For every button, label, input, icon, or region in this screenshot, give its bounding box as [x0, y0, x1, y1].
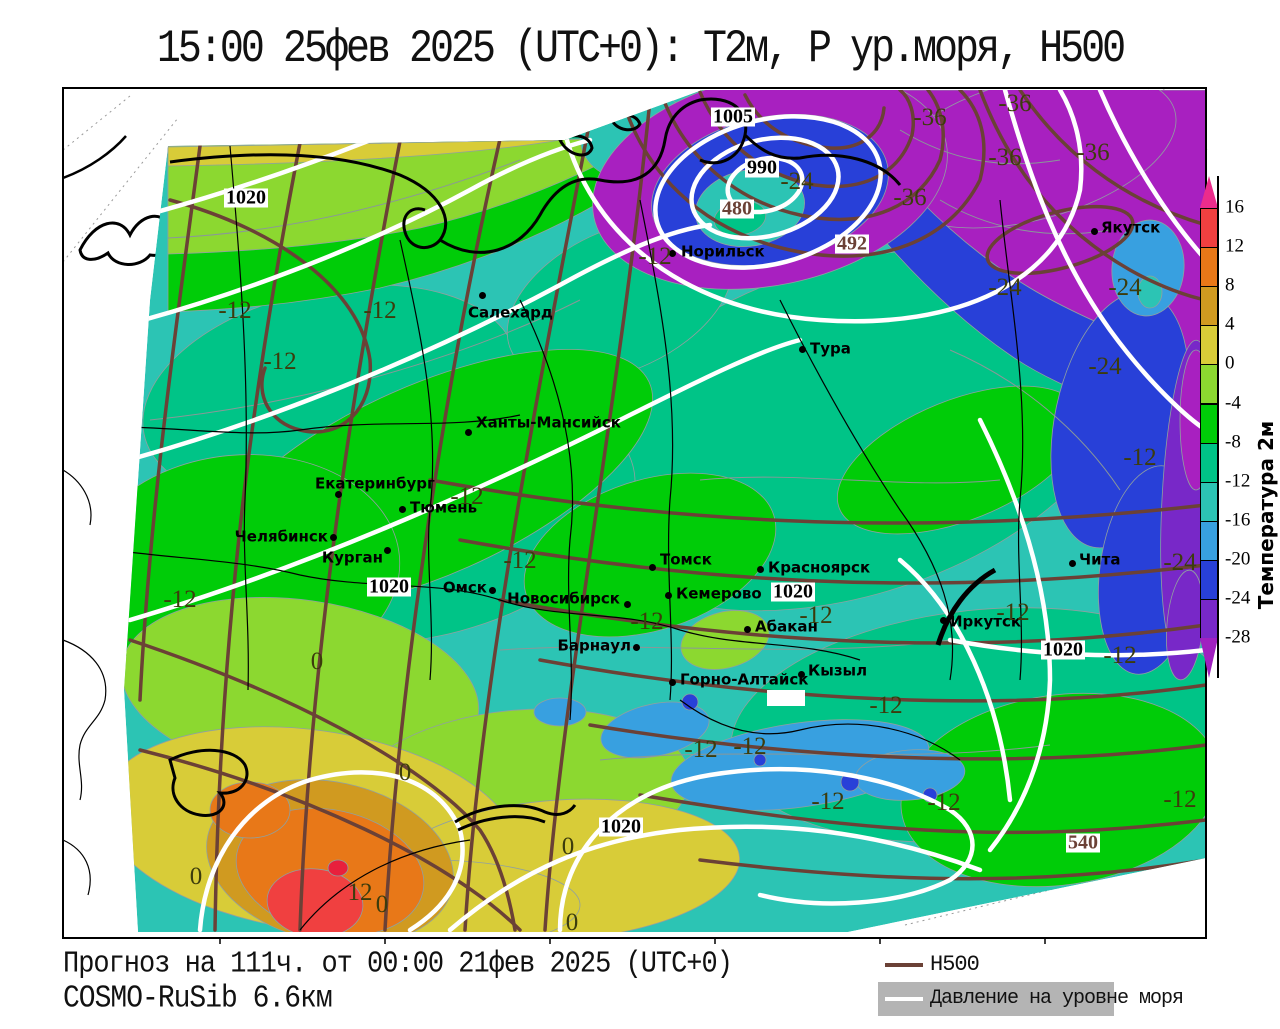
colorbar-segment	[1200, 520, 1218, 561]
colorbar-segment	[1200, 442, 1218, 483]
pressure-line-sample	[885, 997, 923, 1001]
colorbar-tick-label: -28	[1225, 626, 1251, 648]
colorbar-bottom-arrow	[1200, 638, 1218, 679]
colorbar-tick-label: 16	[1225, 196, 1244, 218]
colorbar-segment	[1200, 403, 1218, 444]
legend-pressure: Давление на уровне моря	[878, 982, 1184, 1016]
colorbar-tick-label: 4	[1225, 313, 1235, 335]
colorbar-segment	[1200, 325, 1218, 366]
temperature-colorbar: 16 12 8 4 0 -4 -8 -12 -16 -20 -24 -28	[1200, 176, 1280, 686]
colorbar-tick-label: -8	[1225, 431, 1241, 453]
map-title: 15:00 25фев 2025 (UTC+0): Т2м, Р ур.моря…	[156, 24, 1126, 76]
temperature-fill-layer	[124, 90, 1206, 932]
colorbar-tick-label: -16	[1225, 509, 1251, 531]
legend-h500: Н500	[880, 952, 1140, 978]
colorbar-axis-title: Температура 2м	[1254, 420, 1278, 610]
colorbar-tick-label: -4	[1225, 392, 1241, 414]
colorbar-tick-label: -20	[1225, 548, 1251, 570]
colorbar-top-arrow	[1200, 176, 1218, 208]
colorbar-segment	[1200, 481, 1218, 522]
colorbar-tick-label: 8	[1225, 274, 1235, 296]
colorbar-segment	[1200, 364, 1218, 405]
colorbar-tick-label: -12	[1225, 470, 1251, 492]
colorbar-tick-label: 0	[1225, 352, 1235, 374]
colorbar-axis-line	[1217, 176, 1219, 678]
colorbar-segment	[1200, 247, 1218, 288]
h500-line-sample	[885, 963, 923, 967]
colorbar-segment	[1200, 208, 1218, 249]
model-info-text: COSMO-RuSib 6.6км	[63, 982, 333, 1017]
forecast-info-text: Прогноз на 111ч. от 00:00 21фев 2025 (UT…	[63, 948, 733, 982]
h500-legend-label: Н500	[930, 952, 980, 977]
colorbar-segment	[1200, 286, 1218, 327]
pressure-legend-label: Давление на уровне моря	[930, 987, 1184, 1010]
colorbar-segment	[1200, 599, 1218, 640]
colorbar-tick-label: 12	[1225, 235, 1244, 257]
colorbar-segment	[1200, 559, 1218, 600]
coastlines	[168, 90, 997, 832]
colorbar-tick-label: -24	[1225, 587, 1251, 609]
